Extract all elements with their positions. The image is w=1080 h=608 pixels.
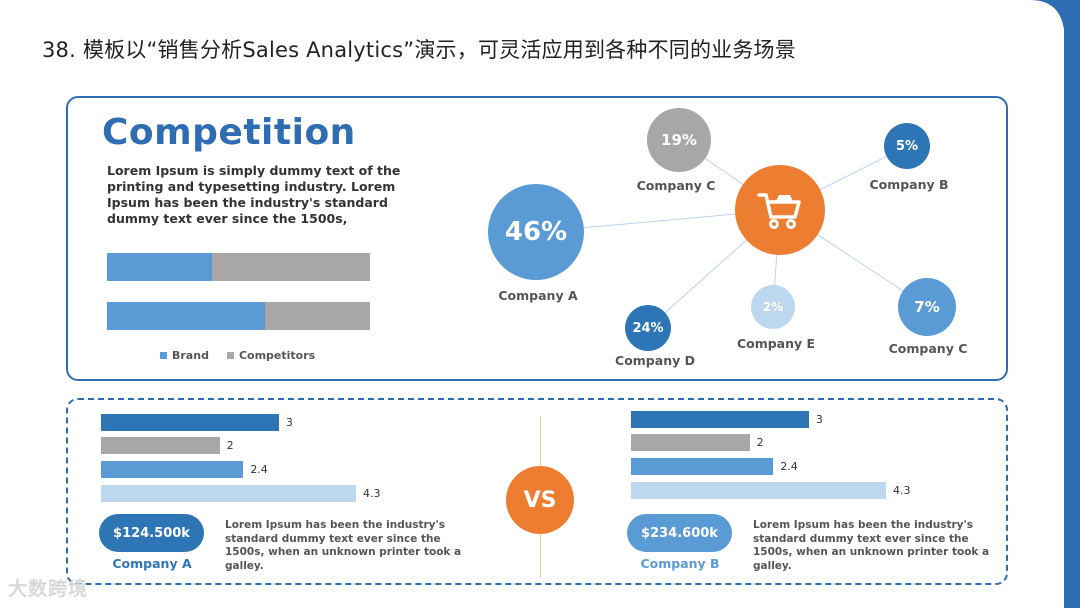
comparison-bar [631,411,809,428]
bubble-company-b: 5% [884,123,930,169]
comparison-bar-value: 2.4 [250,463,268,476]
comparison-bar-value: 2 [226,439,234,452]
comparison-bar-value: 4.3 [363,487,381,500]
bubble-label-company-a: Company A [498,288,578,303]
background-arc [1000,0,1080,608]
comparison-bar [631,458,774,475]
stacked-bar-row [107,253,370,281]
chart-legend: Brand Competitors [160,349,315,362]
company-b-description: Lorem Ipsum has been the industry's stan… [753,519,990,572]
vs-badge: VS [506,466,574,534]
comparison-bar-value: 4.3 [893,484,911,497]
bubble-company-e: 2% [751,285,795,329]
bar-segment-competitors [212,253,370,281]
comparison-bar-value: 3 [285,416,293,429]
bubble-label-company-c-top: Company C [636,178,716,193]
comparison-bar-value: 2.4 [780,460,798,473]
bar-segment-brand [107,253,213,281]
comparison-bar-value: 3 [815,413,823,426]
legend-item-brand: Brand [160,349,209,362]
comparison-bar [101,461,244,478]
bubble-label-company-b: Company B [869,177,949,192]
bubble-label-company-c-right: Company C [888,341,968,356]
bubble-company-a: 46% [488,184,584,280]
bar-segment-brand [107,302,265,330]
legend-swatch-competitors [226,352,234,359]
comparison-bar [631,434,750,451]
watermark: 大数跨境 [8,578,89,600]
shopping-cart-icon [757,193,801,229]
legend-swatch-brand [160,352,167,359]
comparison-bar [101,414,279,431]
stacked-bar-row [107,302,370,330]
comparison-bar-value: 2 [756,436,764,449]
comparison-bar [631,482,886,499]
legend-label-brand: Brand [172,349,209,362]
comparison-bar [101,437,220,454]
company-a-name: Company A [112,556,192,571]
slide-title: 38. 模板以“销售分析Sales Analytics”演示，可灵活应用到各种不… [42,38,796,62]
bubble-label-company-d: Company D [615,353,695,368]
bar-segment-competitors [264,302,370,330]
company-a-description: Lorem Ipsum has been the industry's stan… [225,519,462,572]
comparison-bar [101,485,356,502]
competition-title: Competition [102,112,356,153]
bubble-company-d: 24% [625,305,671,351]
center-hub [735,165,825,255]
competition-description: Lorem Ipsum is simply dummy text of the … [107,163,401,226]
bubble-company-c-top: 19% [647,108,711,172]
company-b-amount-pill: $234.600k [627,514,732,552]
bubble-company-c-right: 7% [898,278,956,336]
bubble-label-company-e: Company E [736,336,816,351]
company-a-amount-pill: $124.500k [99,514,204,552]
legend-item-competitors: Competitors [226,349,316,362]
legend-label-competitors: Competitors [238,349,316,362]
company-b-name: Company B [640,556,720,571]
